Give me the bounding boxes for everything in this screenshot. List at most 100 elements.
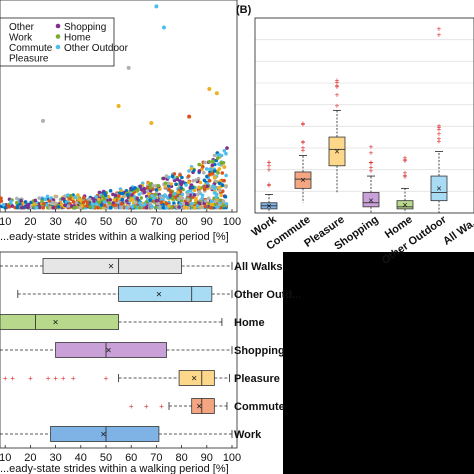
scatter-point	[43, 197, 48, 201]
scatter-point	[139, 187, 144, 192]
scatter-point	[167, 204, 171, 208]
box	[430, 175, 448, 202]
scatter-point	[163, 185, 168, 189]
mean-marker: ×	[436, 183, 441, 193]
box	[396, 200, 414, 210]
scatter-point	[6, 204, 11, 208]
outlier-marker: +	[437, 134, 442, 143]
mean-marker: ×	[300, 175, 305, 185]
scatter-point	[74, 200, 78, 205]
outlier-marker: +	[403, 169, 408, 178]
outlier-marker: +	[335, 81, 340, 90]
scatter-point	[197, 162, 201, 167]
scatter-point	[216, 205, 220, 209]
scatter-point	[211, 184, 215, 188]
category-label: Work	[234, 429, 262, 441]
scatter-point	[51, 205, 55, 210]
dark-region	[283, 252, 474, 474]
x-tick-label: 30	[49, 452, 61, 464]
scatter-point	[126, 193, 130, 197]
box	[50, 426, 160, 442]
scatter-point	[133, 204, 137, 209]
scatter-point	[85, 204, 89, 208]
panel-a-scatter: 10 20 30 40 50 60 70 80 90 100 ...eady-state stri…	[0, 0, 241, 243]
scatter-point	[145, 189, 150, 194]
scatter-point	[180, 175, 184, 180]
legend-label: Other Outdoor	[64, 43, 129, 54]
outlier-marker: +	[144, 402, 149, 411]
outlier-marker: +	[159, 402, 164, 411]
scatter-point	[90, 202, 95, 206]
scatter-point	[47, 199, 52, 203]
scatter-point	[113, 203, 118, 207]
outlier-marker: +	[437, 125, 442, 134]
scatter-point	[161, 176, 166, 181]
scatter-point	[222, 178, 226, 183]
scatter-point	[221, 199, 225, 203]
scatter-point	[205, 184, 209, 189]
scatter-point	[68, 196, 72, 201]
scatter-point	[164, 174, 169, 178]
scatter-point	[133, 186, 137, 190]
outlier-marker: +	[10, 374, 15, 383]
box	[178, 370, 215, 386]
outlier-marker: +	[104, 374, 109, 383]
scatter-point	[20, 205, 24, 210]
scatter-point	[34, 205, 39, 210]
outlier-marker: +	[301, 137, 306, 146]
legend-marker	[55, 23, 61, 29]
scatter-point	[186, 174, 191, 178]
outlier-marker: +	[403, 172, 408, 181]
scatter-point	[9, 199, 13, 204]
scatter-point	[172, 172, 177, 176]
panel-c-x-ticks: 10 20 30 40 50 60 70 80 90 100	[0, 445, 241, 464]
panel-a-highlight-points	[41, 4, 219, 125]
box	[294, 171, 312, 189]
outlier-marker: +	[53, 374, 58, 383]
scatter-point	[213, 169, 217, 173]
scatter-point	[108, 205, 113, 210]
scatter-point	[144, 205, 149, 210]
outlier-marker: +	[301, 144, 306, 153]
scatter-point	[216, 156, 220, 160]
outlier-marker: +	[267, 180, 272, 189]
scatter-point	[146, 185, 150, 190]
scatter-point	[217, 181, 222, 186]
x-tick-label: 30	[49, 216, 61, 228]
scatter-point	[150, 204, 154, 209]
scatter-point	[197, 190, 202, 194]
outlier-marker: +	[267, 162, 272, 171]
scatter-point	[224, 151, 228, 156]
scatter-point	[202, 170, 206, 175]
category-label: All Wa...	[441, 214, 474, 248]
x-tick-label: 10	[0, 452, 11, 464]
outlier-marker: +	[437, 123, 442, 132]
scatter-point	[210, 163, 215, 167]
scatter-point	[69, 193, 73, 198]
panel-b-boxplot: (B) ×++++++ ×++++++×++++++×++++++×++++++×…	[236, 4, 474, 267]
outlier-marker: +	[335, 78, 340, 87]
scatter-point	[209, 205, 214, 210]
box	[42, 258, 183, 274]
box	[191, 398, 215, 414]
outlier-marker: +	[301, 146, 306, 155]
scatter-point	[41, 118, 45, 123]
scatter-point	[111, 201, 116, 205]
category-label: Other Outd...	[234, 289, 301, 301]
scatter-point	[167, 187, 171, 192]
legend-label: Home	[64, 33, 91, 44]
scatter-point	[203, 199, 208, 203]
scatter-point	[222, 149, 227, 153]
scatter-point	[135, 196, 139, 200]
scatter-point	[216, 171, 220, 175]
scatter-point	[154, 198, 159, 203]
scatter-point	[26, 202, 31, 207]
scatter-point	[153, 192, 158, 197]
outlier-marker: +	[437, 122, 442, 131]
mean-marker: ×	[196, 402, 202, 413]
panel-b-label: (B)	[236, 4, 252, 16]
scatter-point	[192, 193, 197, 197]
scatter-point	[148, 198, 153, 202]
scatter-point	[126, 204, 131, 209]
outlier-marker: +	[267, 158, 272, 167]
